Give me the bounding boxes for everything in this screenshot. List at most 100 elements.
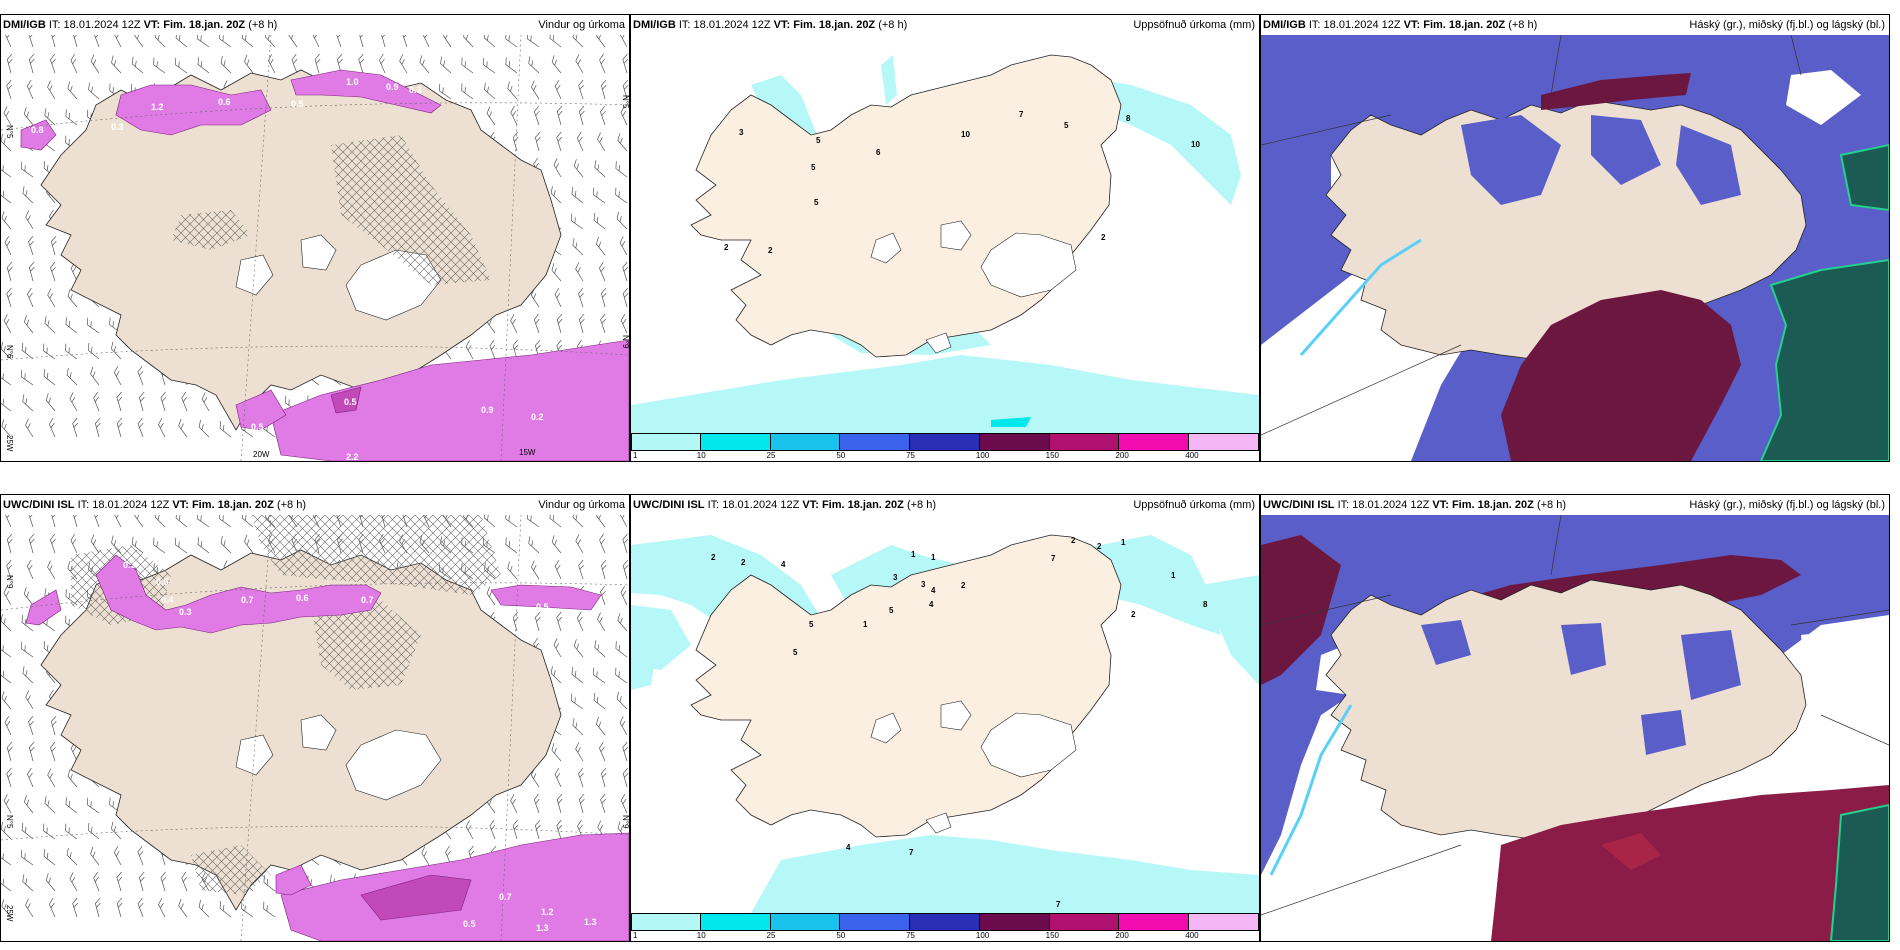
wind-barb [1, 641, 12, 658]
wind-barb [137, 845, 144, 866]
accum-value: 4 [931, 586, 936, 595]
panel-uwc-accum: UWC/DINI ISL IT: 18.01.2024 12Z VT: Fim.… [630, 494, 1260, 942]
wind-barb [201, 392, 210, 412]
it-label: IT: [1337, 499, 1350, 511]
accum-value: 2 [711, 553, 716, 562]
wind-barb [197, 515, 210, 528]
wind-barb [6, 533, 13, 554]
wind-barb [65, 343, 78, 360]
wind-barb [1, 419, 12, 438]
wind-barb [440, 56, 452, 74]
wind-barb [594, 160, 606, 178]
wind-barb [380, 35, 387, 48]
light-blue-edge [1299, 238, 1422, 356]
wind-barb [291, 53, 298, 74]
accum-value: 3 [893, 573, 898, 582]
wind-barb [28, 741, 35, 762]
accum-value: 5 [811, 163, 816, 172]
colorbar-swatch [979, 913, 1050, 931]
wind-barb [158, 898, 166, 918]
precip-band [330, 386, 362, 414]
wind-barb [113, 366, 122, 386]
wind-barb [6, 287, 13, 308]
wind-barb [50, 53, 56, 74]
precip-value: 0.6 [439, 77, 452, 87]
accum-map-svg: 2 2 4 1 1 3 3 4 4 2 7 2 2 1 1 8 2 5 5 1 [631, 515, 1259, 913]
precip-value: 0.5 [463, 919, 476, 929]
wind-barb [50, 235, 57, 256]
accum-value: 2 [961, 581, 966, 590]
wind-barb [116, 871, 123, 892]
wind-barb [358, 53, 365, 74]
wind-barb [50, 35, 57, 48]
wind-barb [512, 131, 519, 152]
wind-barb [578, 793, 585, 814]
colorbar-tick: 10 [696, 931, 706, 940]
wind-barb [219, 515, 232, 528]
accum-value: 7 [1051, 554, 1056, 563]
wind-barb [461, 83, 474, 100]
wind-barb [505, 537, 518, 554]
wind-barb [178, 898, 188, 918]
wind-barb [21, 369, 34, 386]
accum-value: 3 [739, 128, 744, 137]
wind-barb [510, 106, 518, 126]
wind-barb [550, 185, 562, 204]
wind-barb [512, 819, 519, 840]
panel-header: UWC/DINI ISL IT: 18.01.2024 12Z VT: Fim.… [1, 495, 629, 515]
valid-time: Fim. 18.jan. 20Z [1451, 499, 1534, 511]
iceland-land [40, 549, 562, 911]
wind-barb [87, 317, 100, 334]
wind-barb [21, 342, 34, 360]
wind-barb [72, 515, 79, 528]
wind-barb [600, 105, 606, 126]
precip-area [991, 417, 1031, 427]
wind-barb [419, 55, 430, 74]
colorbar-swatch [979, 433, 1050, 451]
wind-barb [25, 690, 34, 710]
wind-barb [597, 612, 606, 632]
vt-label: VT: [773, 19, 791, 31]
wind-barb [556, 131, 563, 152]
valid-time: Fim. 18.jan. 20Z [793, 19, 876, 31]
wind-barb [578, 105, 585, 126]
colorbar-swatch [1119, 913, 1190, 931]
colorbar-swatch [631, 433, 701, 451]
wind-barb [505, 35, 518, 48]
lat-label: N°5 [5, 815, 14, 829]
init-time: 18.01.2024 12Z [63, 19, 141, 31]
wind-barb [534, 611, 541, 632]
wind-barb [442, 35, 452, 48]
wind-barb [572, 718, 584, 736]
wind-barb [28, 533, 35, 554]
mid-cloud [1561, 623, 1606, 675]
wind-barb [23, 795, 34, 814]
wind-barb [572, 238, 584, 256]
wind-barb [69, 872, 78, 892]
wind-barb [110, 341, 122, 360]
wind-barb [596, 515, 606, 528]
wind-barb [533, 313, 540, 334]
lon-label: 25W [5, 435, 14, 452]
wind-barb [69, 392, 78, 412]
precip-band [490, 584, 602, 611]
wind-barb [615, 641, 628, 658]
wind-barb [67, 81, 78, 100]
wind-barb [505, 57, 518, 74]
wind-barb [556, 313, 563, 334]
wind-barb [28, 515, 34, 528]
precip-value: 0.5 [344, 397, 357, 407]
wind-barb [622, 741, 629, 762]
precip-band [20, 119, 57, 151]
wind-barb [578, 313, 585, 334]
accum-value: 2 [741, 558, 746, 567]
lon-label: 25W [5, 905, 14, 922]
wind-barb [93, 391, 100, 412]
accum-value: 4 [846, 843, 851, 852]
wind-map: 0.3 0.5 0.4 0.3 0.6 0.7 0.7 0.5 0.7 1.2 … [1, 515, 629, 941]
colorbar-frame [631, 913, 1259, 931]
wind-barb [578, 79, 584, 100]
wind-barb [48, 417, 56, 438]
wind-barb [175, 35, 188, 48]
lon-label: 20W [253, 450, 270, 459]
